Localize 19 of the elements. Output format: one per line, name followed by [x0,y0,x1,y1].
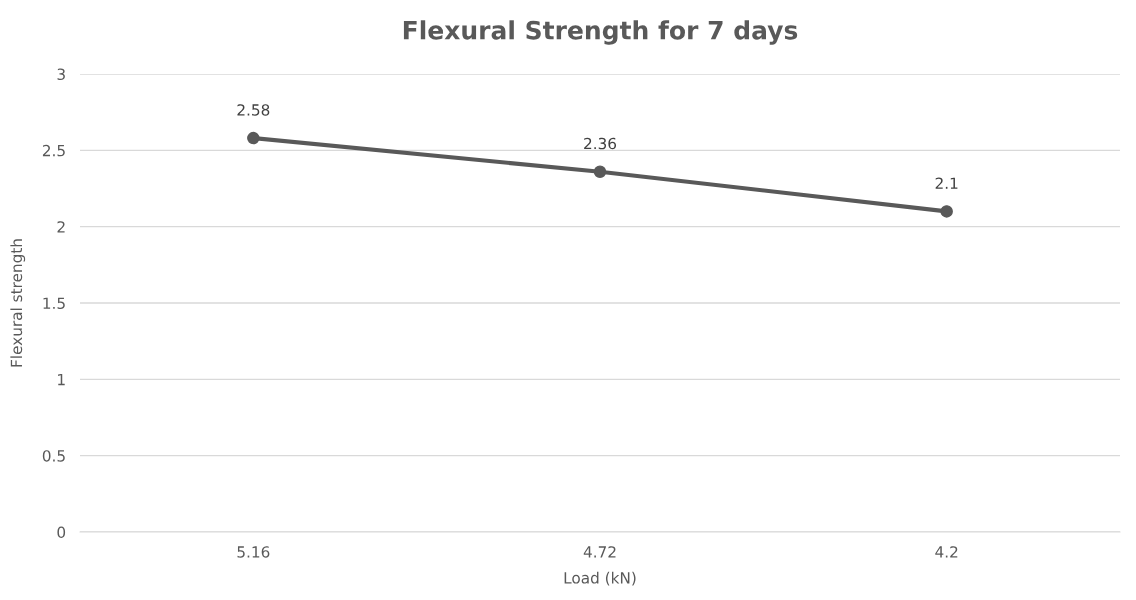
point [247,131,260,145]
y-tick-label: 0 [57,526,66,539]
y-tick-label: 1 [58,374,65,386]
data-label: 2.1 [935,177,958,189]
point [940,205,953,218]
x-axis-title: Load (kN) [564,571,636,586]
data-label: 2.36 [584,137,617,150]
data-label: 2.58 [237,104,270,116]
y-tick-label: 2.5 [42,144,65,157]
y-axis-title: Flexural strength [10,239,26,367]
x-tick-label: 4.72 [583,546,616,558]
y-tick-label: 0.5 [42,450,65,462]
point [593,165,607,178]
x-tick-label: 5.16 [237,546,270,558]
chart-title: Flexural Strength for 7 days [403,20,798,45]
y-tick-label: 3 [57,68,65,81]
x-tick-label: 4.2 [935,546,958,558]
y-tick-label: 2 [57,221,65,233]
y-tick-label: 1.5 [43,297,65,310]
